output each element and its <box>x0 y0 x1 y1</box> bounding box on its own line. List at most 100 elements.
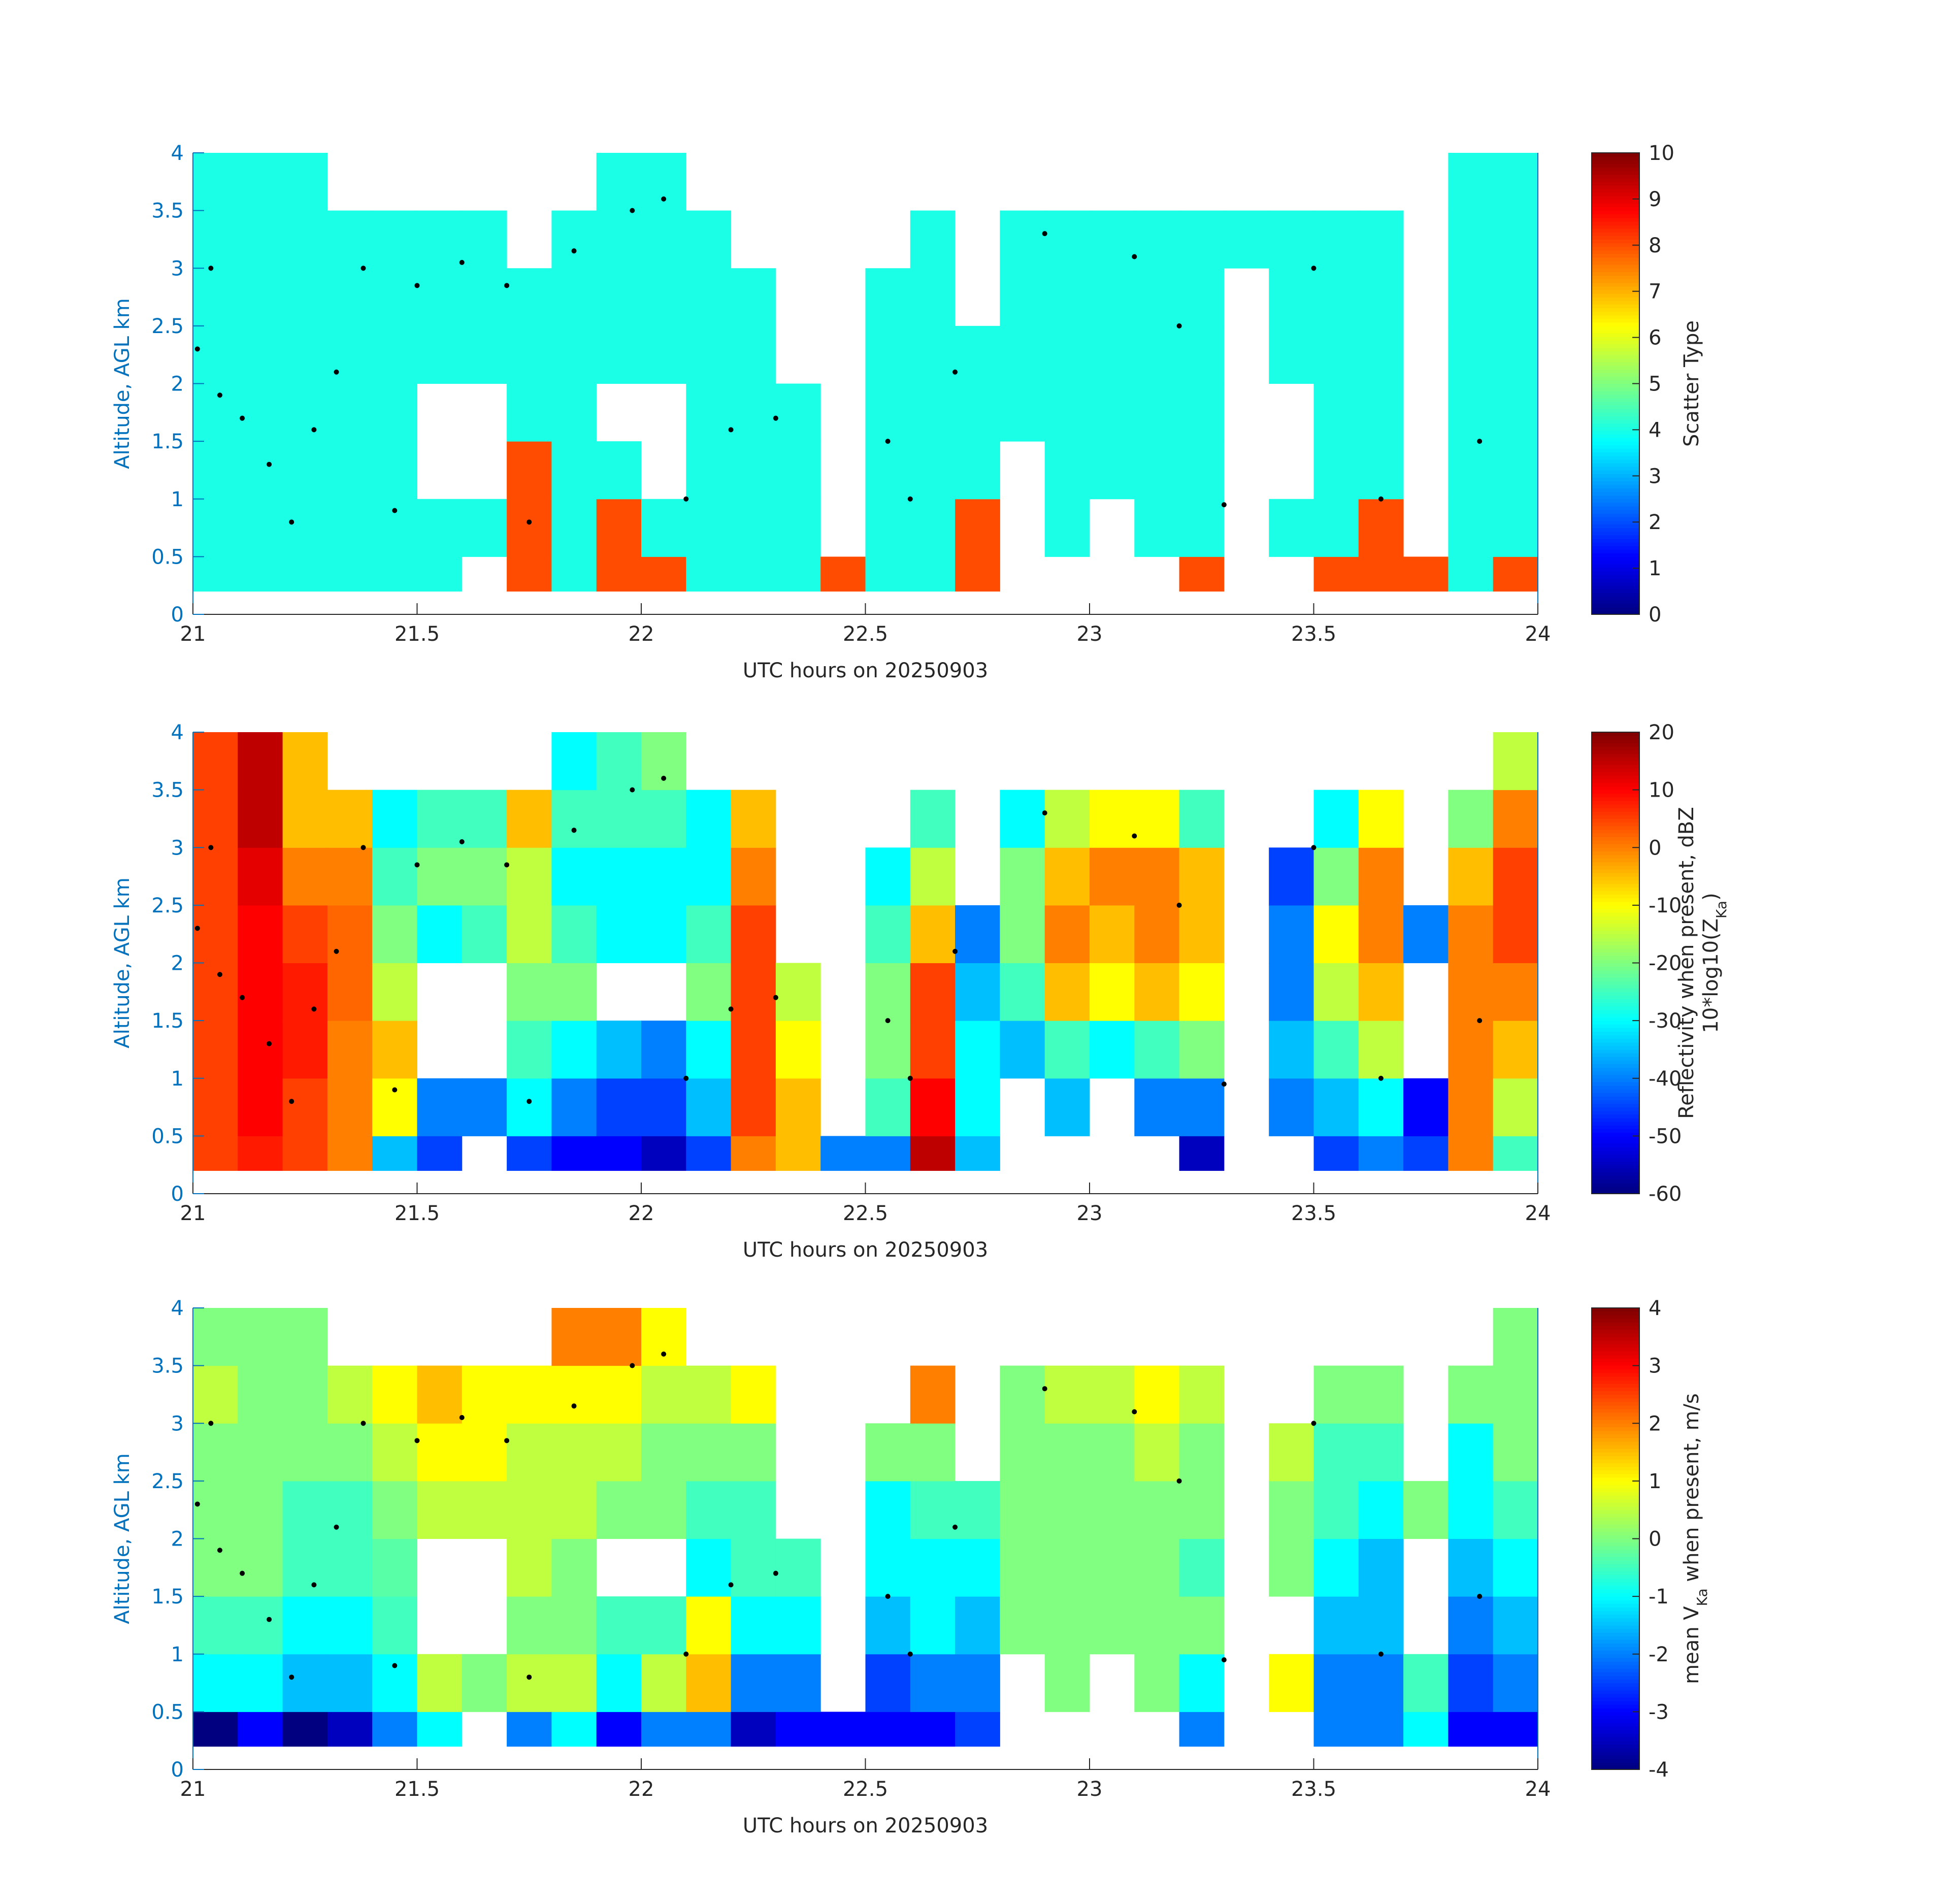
colorbar-swatch <box>1592 768 1639 772</box>
heatmap-cell <box>1313 1654 1359 1712</box>
colorbar-swatch <box>1592 524 1639 529</box>
colorbar-swatch <box>1592 495 1639 500</box>
heatmap-cell <box>507 1654 552 1712</box>
colorbar-swatch <box>1592 376 1639 380</box>
colorbar-swatch <box>1592 502 1639 507</box>
heatmap-cell <box>551 1021 597 1079</box>
y-tick-label: 0.5 <box>151 545 184 569</box>
point <box>240 995 245 1000</box>
heatmap-cell <box>1403 905 1449 963</box>
colorbar-swatch <box>1592 1654 1639 1658</box>
point <box>459 259 465 265</box>
heatmap-cell <box>1493 963 1538 1021</box>
y-axis-label: Altitude, AGL km <box>111 298 134 469</box>
heatmap-cell <box>462 1423 507 1482</box>
heatmap-cell <box>596 1712 642 1747</box>
colorbar-swatch <box>1592 1600 1639 1604</box>
heatmap-cell <box>865 1136 911 1171</box>
x-tick-label: 23.5 <box>1291 1778 1336 1801</box>
point <box>526 1675 532 1680</box>
colorbar-swatch <box>1592 1531 1639 1535</box>
heatmap-cell <box>238 790 283 848</box>
colorbar-swatch <box>1592 865 1639 870</box>
heatmap-cell <box>1493 1078 1538 1136</box>
colorbar-swatch <box>1592 786 1639 791</box>
heatmap-cell <box>1493 441 1538 500</box>
point <box>683 1651 689 1657</box>
heatmap-cell <box>551 905 597 963</box>
colorbar-swatch <box>1592 1085 1639 1090</box>
colorbar-swatch <box>1592 200 1639 204</box>
heatmap-cell <box>372 1423 417 1482</box>
heatmap-cell <box>865 383 911 442</box>
heatmap-cell <box>327 1654 373 1712</box>
colorbar-swatch <box>1592 779 1639 783</box>
colorbar-tick-label: 5 <box>1649 373 1661 396</box>
heatmap-cell <box>282 1712 328 1747</box>
heatmap-cell <box>1090 1481 1135 1539</box>
colorbar-swatch <box>1592 963 1639 967</box>
heatmap-cell <box>462 210 507 269</box>
colorbar-swatch <box>1592 369 1639 373</box>
colorbar-swatch <box>1592 1057 1639 1061</box>
colorbar-swatch <box>1592 337 1639 341</box>
colorbar-tick-label: -20 <box>1649 952 1682 975</box>
colorbar-swatch <box>1592 1344 1639 1348</box>
heatmap-cell <box>1000 1481 1045 1539</box>
heatmap-cell <box>1493 1308 1538 1366</box>
heatmap-cell <box>282 1021 328 1079</box>
heatmap-cell <box>1134 1481 1180 1539</box>
point <box>289 1675 294 1680</box>
colorbar-swatch <box>1592 419 1639 424</box>
colorbar-swatch <box>1592 1150 1639 1155</box>
point <box>208 1421 214 1426</box>
heatmap-cell <box>686 1538 732 1597</box>
colorbar-swatch <box>1592 1502 1639 1507</box>
point <box>334 369 339 375</box>
heatmap-cell <box>507 790 552 848</box>
x-tick-label: 24 <box>1525 1778 1551 1801</box>
colorbar-swatch <box>1592 1136 1639 1140</box>
colorbar-swatch <box>1592 426 1639 431</box>
heatmap-cell <box>1493 383 1538 442</box>
heatmap-cell <box>865 556 911 592</box>
heatmap-cell <box>865 1021 911 1079</box>
heatmap-cell <box>1493 1712 1538 1747</box>
heatmap-cell <box>327 1481 373 1539</box>
heatmap-cell <box>507 1423 552 1482</box>
heatmap-cell <box>238 268 283 326</box>
heatmap-cell <box>238 1308 283 1366</box>
colorbar-tick-label: -30 <box>1649 1009 1682 1033</box>
colorbar-swatch <box>1592 474 1639 478</box>
colorbar-swatch <box>1592 746 1639 751</box>
heatmap-cell <box>775 1712 821 1747</box>
heatmap-cell <box>865 905 911 963</box>
heatmap-cell <box>596 1021 642 1079</box>
heatmap-cell <box>238 383 283 442</box>
heatmap-cell <box>417 905 463 963</box>
colorbar-swatch <box>1592 876 1639 880</box>
point <box>1311 845 1316 850</box>
heatmap-cell <box>238 1078 283 1136</box>
heatmap-cell <box>1493 1021 1538 1079</box>
colorbar-swatch <box>1592 434 1639 438</box>
heatmap-cell <box>193 210 238 269</box>
point <box>1132 833 1137 839</box>
colorbar-swatch <box>1592 282 1639 287</box>
colorbar-tick-label: -4 <box>1649 1758 1669 1782</box>
colorbar-swatch <box>1592 203 1639 208</box>
heatmap-cell <box>1358 1021 1404 1079</box>
colorbar-tick-label: 4 <box>1649 1297 1661 1320</box>
point <box>630 208 635 213</box>
heatmap-cell <box>417 1481 463 1539</box>
colorbar-swatch <box>1592 546 1639 550</box>
colorbar-swatch <box>1592 272 1639 276</box>
y-tick-label: 1.5 <box>151 1585 184 1608</box>
heatmap-cell <box>596 1423 642 1482</box>
colorbar-swatch <box>1592 1535 1639 1539</box>
heatmap-cell <box>462 905 507 963</box>
point <box>194 926 200 931</box>
heatmap-cell <box>238 1481 283 1539</box>
heatmap-cell <box>641 1423 686 1482</box>
heatmap-cell <box>551 1712 597 1747</box>
